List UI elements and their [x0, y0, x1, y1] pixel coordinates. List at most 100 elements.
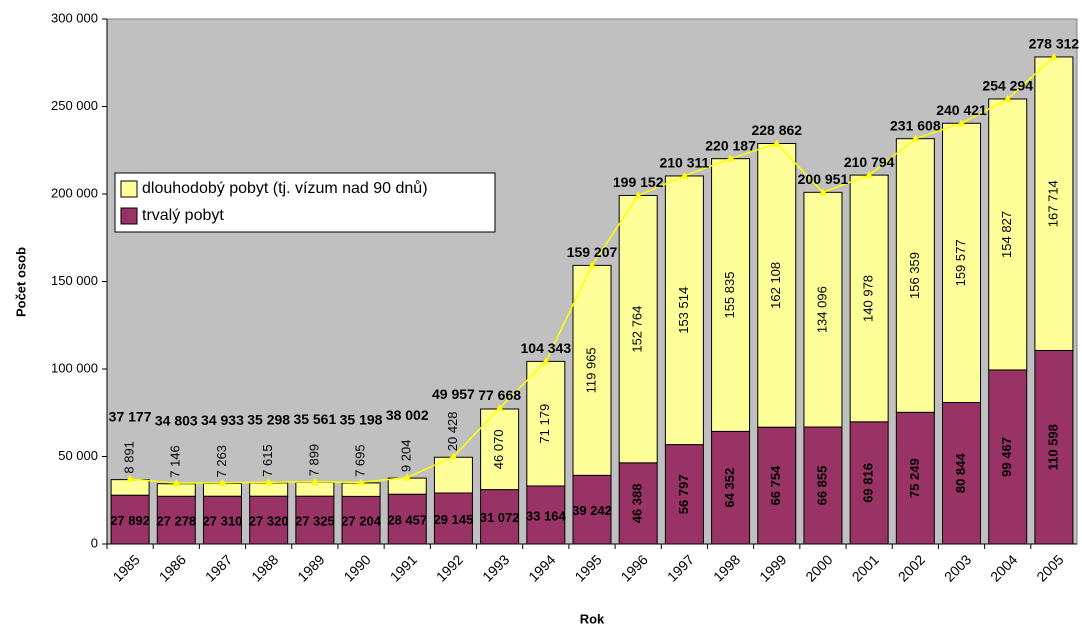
data-label: 134 096	[814, 286, 829, 333]
data-label: 27 310	[203, 514, 243, 529]
total-marker	[449, 452, 458, 460]
data-label: 162 108	[768, 262, 783, 309]
data-label: 27 325	[295, 514, 335, 529]
data-label: 167 714	[1045, 180, 1060, 227]
data-label: 35 198	[340, 412, 383, 428]
x-tick-label: 1985	[109, 551, 142, 584]
y-tick-label: 100 000	[51, 360, 98, 375]
data-label: 154 827	[999, 211, 1014, 258]
data-label: 159 577	[953, 239, 968, 286]
bar-segment	[156, 495, 196, 545]
bar-segment	[942, 402, 982, 545]
bar-segment	[803, 191, 843, 428]
x-tick-label: 1992	[433, 551, 466, 584]
data-label: 35 298	[247, 412, 290, 428]
bar-segment	[202, 495, 242, 545]
data-label: 7 695	[352, 444, 367, 477]
data-label: 153 514	[676, 287, 691, 334]
data-label: 240 421	[936, 102, 987, 118]
data-label: 27 320	[249, 514, 289, 529]
total-marker	[495, 404, 504, 412]
y-tick-label: 150 000	[51, 273, 98, 288]
bar-segment	[249, 495, 289, 545]
bar-segment	[387, 493, 427, 545]
data-label: 7 615	[260, 444, 275, 477]
total-marker	[588, 261, 596, 269]
x-tick-label: 1994	[525, 551, 558, 584]
data-label: 99 467	[999, 437, 1014, 477]
x-tick-label: 1986	[156, 551, 189, 584]
y-tick-label: 200 000	[51, 185, 98, 200]
bar-segment	[526, 360, 566, 487]
x-tick-label: 2005	[1033, 551, 1066, 584]
bar-segment	[664, 444, 704, 545]
data-label: 231 608	[890, 117, 941, 133]
legend-swatch	[120, 207, 138, 225]
total-marker	[911, 134, 920, 142]
data-label: 7 263	[214, 445, 229, 478]
data-label: 8 891	[122, 441, 137, 474]
data-label: 278 312	[1029, 36, 1080, 52]
data-label: 220 187	[705, 137, 756, 153]
y-tick-label: 50 000	[58, 448, 98, 463]
total-marker	[634, 191, 643, 199]
data-label: 28 457	[387, 513, 427, 528]
data-label: 80 844	[953, 453, 968, 494]
x-tick-label: 2001	[849, 551, 882, 584]
bar-segment	[942, 122, 982, 404]
x-tick-label: 1991	[387, 551, 420, 584]
total-marker	[957, 119, 966, 127]
x-tick-label: 1999	[756, 551, 789, 584]
bar-segment	[526, 485, 566, 545]
total-marker	[726, 154, 735, 162]
data-label: 9 204	[399, 440, 414, 473]
data-label: 75 249	[907, 458, 922, 498]
x-tick-label: 1997	[664, 551, 697, 584]
total-marker	[403, 473, 412, 481]
x-tick-label: 1989	[294, 551, 327, 584]
legend-label: trvalý pobyt	[142, 207, 224, 224]
total-marker	[541, 357, 550, 365]
data-label: 46 388	[630, 484, 645, 524]
bar-segment	[341, 495, 381, 545]
y-axis-label: Počet osob	[13, 247, 28, 317]
data-label: 210 794	[844, 154, 895, 170]
total-marker	[218, 478, 227, 486]
total-marker	[172, 479, 181, 487]
x-tick-label: 2002	[895, 551, 928, 584]
total-marker	[126, 474, 135, 482]
bar-segment	[711, 158, 751, 432]
data-label: 7 146	[168, 445, 183, 478]
data-label: 155 835	[722, 272, 737, 319]
data-label: 210 311	[659, 155, 709, 171]
x-tick-label: 2003	[941, 551, 974, 584]
bar-segment	[572, 264, 612, 476]
total-marker	[680, 171, 689, 179]
x-tick-label: 1993	[479, 551, 512, 584]
legend	[114, 172, 496, 233]
bar-segment	[480, 489, 520, 545]
x-tick-label: 2000	[802, 551, 835, 584]
data-label: 110 598	[1045, 424, 1060, 470]
data-label: 66 855	[814, 466, 829, 506]
y-tick-label: 0	[91, 535, 98, 550]
x-tick-label: 2004	[987, 551, 1020, 584]
x-tick-label: 1996	[618, 551, 651, 584]
data-label: 71 179	[537, 404, 552, 444]
legend-label: dlouhodobý pobyt (tj. vízum nad 90 dnů)	[142, 179, 428, 197]
data-label: 29 145	[434, 512, 474, 527]
data-label: 49 957	[432, 386, 475, 402]
total-marker	[772, 139, 781, 147]
total-marker	[818, 188, 827, 196]
data-label: 34 933	[201, 412, 244, 428]
data-label: 119 965	[583, 347, 598, 393]
x-tick-label: 1988	[248, 551, 281, 584]
data-label: 34 803	[155, 412, 198, 428]
total-marker	[865, 171, 874, 179]
data-label: 228 862	[751, 122, 802, 138]
data-label: 46 070	[491, 429, 506, 469]
x-tick-label: 1987	[202, 551, 235, 584]
data-label: 69 816	[861, 463, 876, 503]
x-tick-label: 1995	[571, 551, 604, 584]
